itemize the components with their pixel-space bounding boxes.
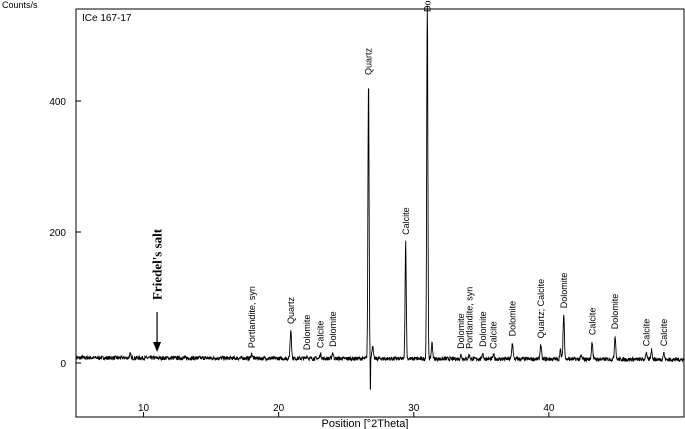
plot-frame <box>75 8 685 418</box>
annotation-label: Friedel's salt <box>150 228 165 300</box>
peak-label: Dolomite <box>478 311 488 347</box>
y-tick-label: 0 <box>60 359 66 370</box>
peak-label: Portlandite, syn <box>464 287 474 349</box>
peak-label: Dolomite <box>610 294 620 330</box>
peak-label: Calcite <box>401 207 411 235</box>
peak-label: Dolomite <box>508 301 518 337</box>
peak-label: Calcite <box>641 319 651 347</box>
diffraction-pattern-line <box>75 5 685 390</box>
y-tick-label: 400 <box>49 97 66 108</box>
peak-label: Dolomite <box>456 313 466 349</box>
x-axis-label: Position [°2Theta] <box>322 418 409 429</box>
peak-label: Portlandite, syn <box>247 286 257 348</box>
x-tick-label: 10 <box>138 403 150 414</box>
x-axis-ticks: 10 20 30 40 <box>138 403 555 417</box>
x-tick-label: 20 <box>273 403 285 414</box>
peak-label: Calcite <box>587 308 597 336</box>
peak-label: Calcite <box>489 321 499 349</box>
sample-label: ICe 167-17 <box>82 13 132 24</box>
peak-label: Quartz; Calcite <box>536 279 546 339</box>
peak-label: Calcite <box>659 319 669 347</box>
y-axis-label: Counts/s <box>2 0 38 10</box>
peak-label: Dolomite <box>559 273 569 309</box>
peak-label: Quartz <box>364 48 374 76</box>
peak-label: Dolomite <box>302 315 312 351</box>
peak-label: Calcite <box>316 321 326 349</box>
annotation-arrowhead <box>153 342 162 352</box>
y-tick-label: 200 <box>49 228 66 239</box>
x-tick-label: 30 <box>408 403 420 414</box>
peak-label: Dolomite <box>422 0 432 12</box>
y-axis-ticks: 0 200 400 <box>49 97 81 370</box>
peak-label: Dolomite <box>328 311 338 347</box>
friedels-salt-annotation: Friedel's salt <box>150 228 165 352</box>
peak-label: Quartz <box>286 296 296 324</box>
x-tick-label: 40 <box>543 403 555 414</box>
